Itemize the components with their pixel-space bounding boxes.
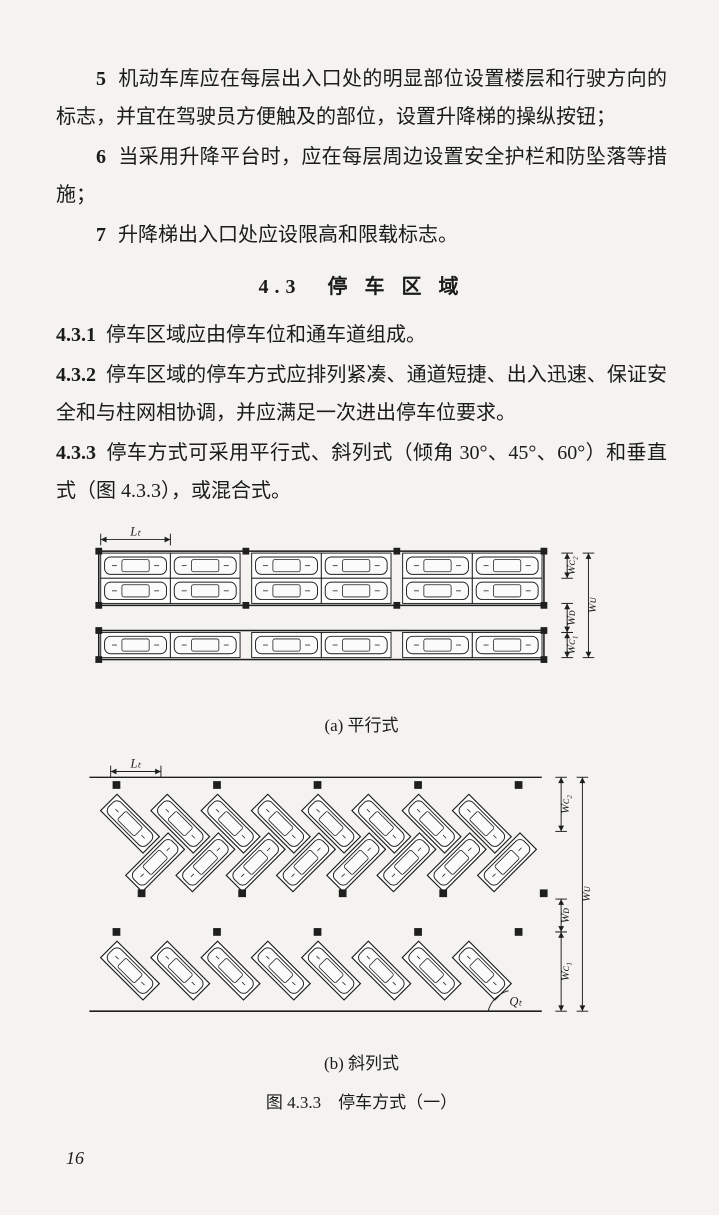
subcaption-a: (a) 平行式 [56, 710, 667, 742]
clause-number: 4.3.1 [56, 324, 96, 346]
parking-parallel-diagram: Lₜ Wᴄ₂ Wᴅ Wᴄ₁ Wᴜ [62, 524, 662, 708]
item-text: 升降梯出入口处应设限高和限载标志。 [118, 224, 458, 246]
item-text: 当采用升降平台时，应在每层周边设置安全护栏和防坠落等措施； [56, 146, 667, 206]
svg-text:Wᴅ: Wᴅ [564, 610, 577, 626]
clause-text: 停车区域应由停车位和通车道组成。 [106, 324, 426, 346]
figure-caption: 图 4.3.3 停车方式（一） [56, 1087, 667, 1119]
svg-text:Wᴜ: Wᴜ [586, 596, 599, 613]
section-heading: 4.3 停 车 区 域 [56, 268, 667, 306]
item-7: 7 升降梯出入口处应设限高和限载标志。 [56, 216, 667, 254]
svg-text:Qₜ: Qₜ [509, 995, 522, 1009]
clause-number: 4.3.2 [56, 364, 96, 386]
section-title-text: 停 车 区 域 [328, 276, 465, 298]
item-number: 5 [96, 68, 106, 90]
svg-text:Wᴜ: Wᴜ [580, 886, 593, 903]
figure-4-3-3-a: Lₜ Wᴄ₂ Wᴅ Wᴄ₁ Wᴜ (a) 平行式 [56, 524, 667, 742]
clause-text: 停车区域的停车方式应排列紧凑、通道短捷、出入迅速、保证安全和与柱网相协调，并应满… [56, 364, 667, 424]
clause-text: 停车方式可采用平行式、斜列式（倾角 30°、45°、60°）和垂直式（图 4.3… [56, 442, 667, 502]
page-number: 16 [66, 1141, 667, 1175]
clause-4-3-3: 4.3.3停车方式可采用平行式、斜列式（倾角 30°、45°、60°）和垂直式（… [56, 434, 667, 510]
figure-4-3-3-b: Lₜ Qₜ Wᴄ₂ Wᴅ Wᴄ₁ Wᴜ (b) 斜列式 图 4.3.3 停车方式（一） [56, 756, 667, 1119]
svg-text:Wᴅ: Wᴅ [558, 908, 571, 924]
svg-text:Lₜ: Lₜ [129, 757, 141, 771]
svg-text:Lₜ: Lₜ [129, 525, 141, 539]
clause-number: 4.3.3 [56, 442, 96, 464]
svg-text:Wᴄ₂: Wᴄ₂ [558, 795, 571, 814]
subcaption-b: (b) 斜列式 [56, 1048, 667, 1080]
clause-4-3-2: 4.3.2停车区域的停车方式应排列紧凑、通道短捷、出入迅速、保证安全和与柱网相协… [56, 356, 667, 432]
item-text: 机动车库应在每层出入口处的明显部位设置楼层和行驶方向的标志，并宜在驾驶员方便触及… [56, 68, 667, 128]
item-number: 6 [96, 146, 106, 168]
section-number: 4.3 [259, 276, 302, 298]
item-5: 5机动车库应在每层出入口处的明显部位设置楼层和行驶方向的标志，并宜在驾驶员方便触… [56, 60, 667, 136]
item-number: 7 [96, 224, 106, 246]
svg-text:Wᴄ₁: Wᴄ₁ [558, 962, 571, 981]
parking-angled-diagram: Lₜ Qₜ Wᴄ₂ Wᴅ Wᴄ₁ Wᴜ [62, 756, 662, 1046]
svg-text:Wᴄ₁: Wᴄ₁ [564, 636, 577, 655]
svg-text:Wᴄ₂: Wᴄ₂ [564, 556, 577, 575]
item-6: 6当采用升降平台时，应在每层周边设置安全护栏和防坠落等措施； [56, 138, 667, 214]
clause-4-3-1: 4.3.1 停车区域应由停车位和通车道组成。 [56, 316, 667, 354]
